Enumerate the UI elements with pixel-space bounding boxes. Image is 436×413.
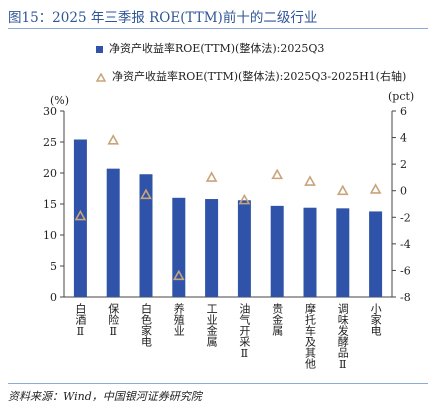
change-marker: [172, 269, 185, 281]
left-tick-label: 30: [43, 105, 57, 118]
change-marker: [238, 193, 251, 205]
category-label: 保险Ⅱ: [107, 302, 120, 338]
category-label: 油气开采Ⅱ: [238, 302, 251, 360]
left-axis-unit: (%): [50, 94, 70, 107]
left-tick-label: 5: [50, 260, 57, 273]
left-tick-label: 0: [50, 291, 57, 304]
right-tick-label: -4: [400, 238, 411, 251]
category-label: 摩托车及其他: [304, 302, 317, 369]
right-tick-label: -6: [400, 264, 411, 277]
category-label: 调味发酵品Ⅱ: [336, 303, 349, 371]
source-note: 资料来源：Wind，中国银河证券研究院: [8, 390, 202, 403]
bar: [172, 197, 186, 297]
left-tick-label: 15: [43, 198, 57, 211]
category-label: 工业金属: [205, 303, 218, 348]
right-tick-label: -8: [400, 291, 411, 304]
bar: [336, 208, 350, 297]
change-marker: [271, 168, 284, 180]
bar: [270, 205, 284, 297]
change-marker: [304, 175, 316, 186]
right-axis-unit: (pct): [388, 90, 415, 103]
title-divider: [8, 28, 428, 29]
bar: [237, 200, 251, 297]
category-label: 小家电: [369, 303, 382, 336]
legend-triangle-swatch: [96, 72, 106, 82]
change-marker: [369, 183, 382, 194]
bar: [139, 174, 153, 297]
left-tick-label: 25: [43, 136, 57, 149]
change-marker: [107, 134, 120, 145]
source-divider: [8, 383, 428, 384]
chart-plot: 0 5 10 15 20 25 30 -8 -6 -4 -2 0 2 4 6 白酒Ⅱ 保险Ⅱ 白色家电 养殖业 工业金…: [43, 105, 411, 371]
bar: [73, 139, 87, 297]
bar: [369, 211, 383, 297]
right-tick-label: 4: [400, 132, 407, 145]
right-tick-label: 2: [400, 158, 407, 171]
left-tick-label: 10: [43, 229, 57, 242]
left-tick-label: 20: [43, 167, 57, 180]
bar: [106, 168, 120, 297]
legend-bar-label: 净资产收益率ROE(TTM)(整体法):2025Q3: [109, 42, 325, 55]
change-marker: [74, 209, 87, 221]
figure-title: 图15：2025 年三季报 ROE(TTM)前十的二级行业: [8, 10, 318, 26]
legend-marker-label: 净资产收益率ROE(TTM)(整体法):2025Q3-2025H1(右轴): [112, 70, 407, 83]
change-marker: [336, 184, 349, 196]
category-label: 白色家电: [140, 302, 153, 347]
bar: [205, 199, 219, 297]
category-label: 养殖业: [172, 302, 185, 336]
legend-item-bar: 净资产收益率ROE(TTM)(整体法):2025Q3: [96, 40, 426, 56]
category-label: 贵金属: [271, 303, 284, 337]
change-marker: [205, 171, 218, 182]
right-tick-label: -2: [400, 211, 411, 224]
bar: [303, 207, 317, 297]
category-label: 白酒Ⅱ: [74, 302, 87, 338]
change-marker: [140, 188, 152, 200]
right-tick-label: 0: [400, 185, 407, 198]
legend-bar-swatch: [96, 45, 103, 53]
right-tick-label: 6: [400, 105, 407, 118]
legend-item-marker: 净资产收益率ROE(TTM)(整体法):2025Q3-2025H1(右轴): [96, 68, 426, 84]
